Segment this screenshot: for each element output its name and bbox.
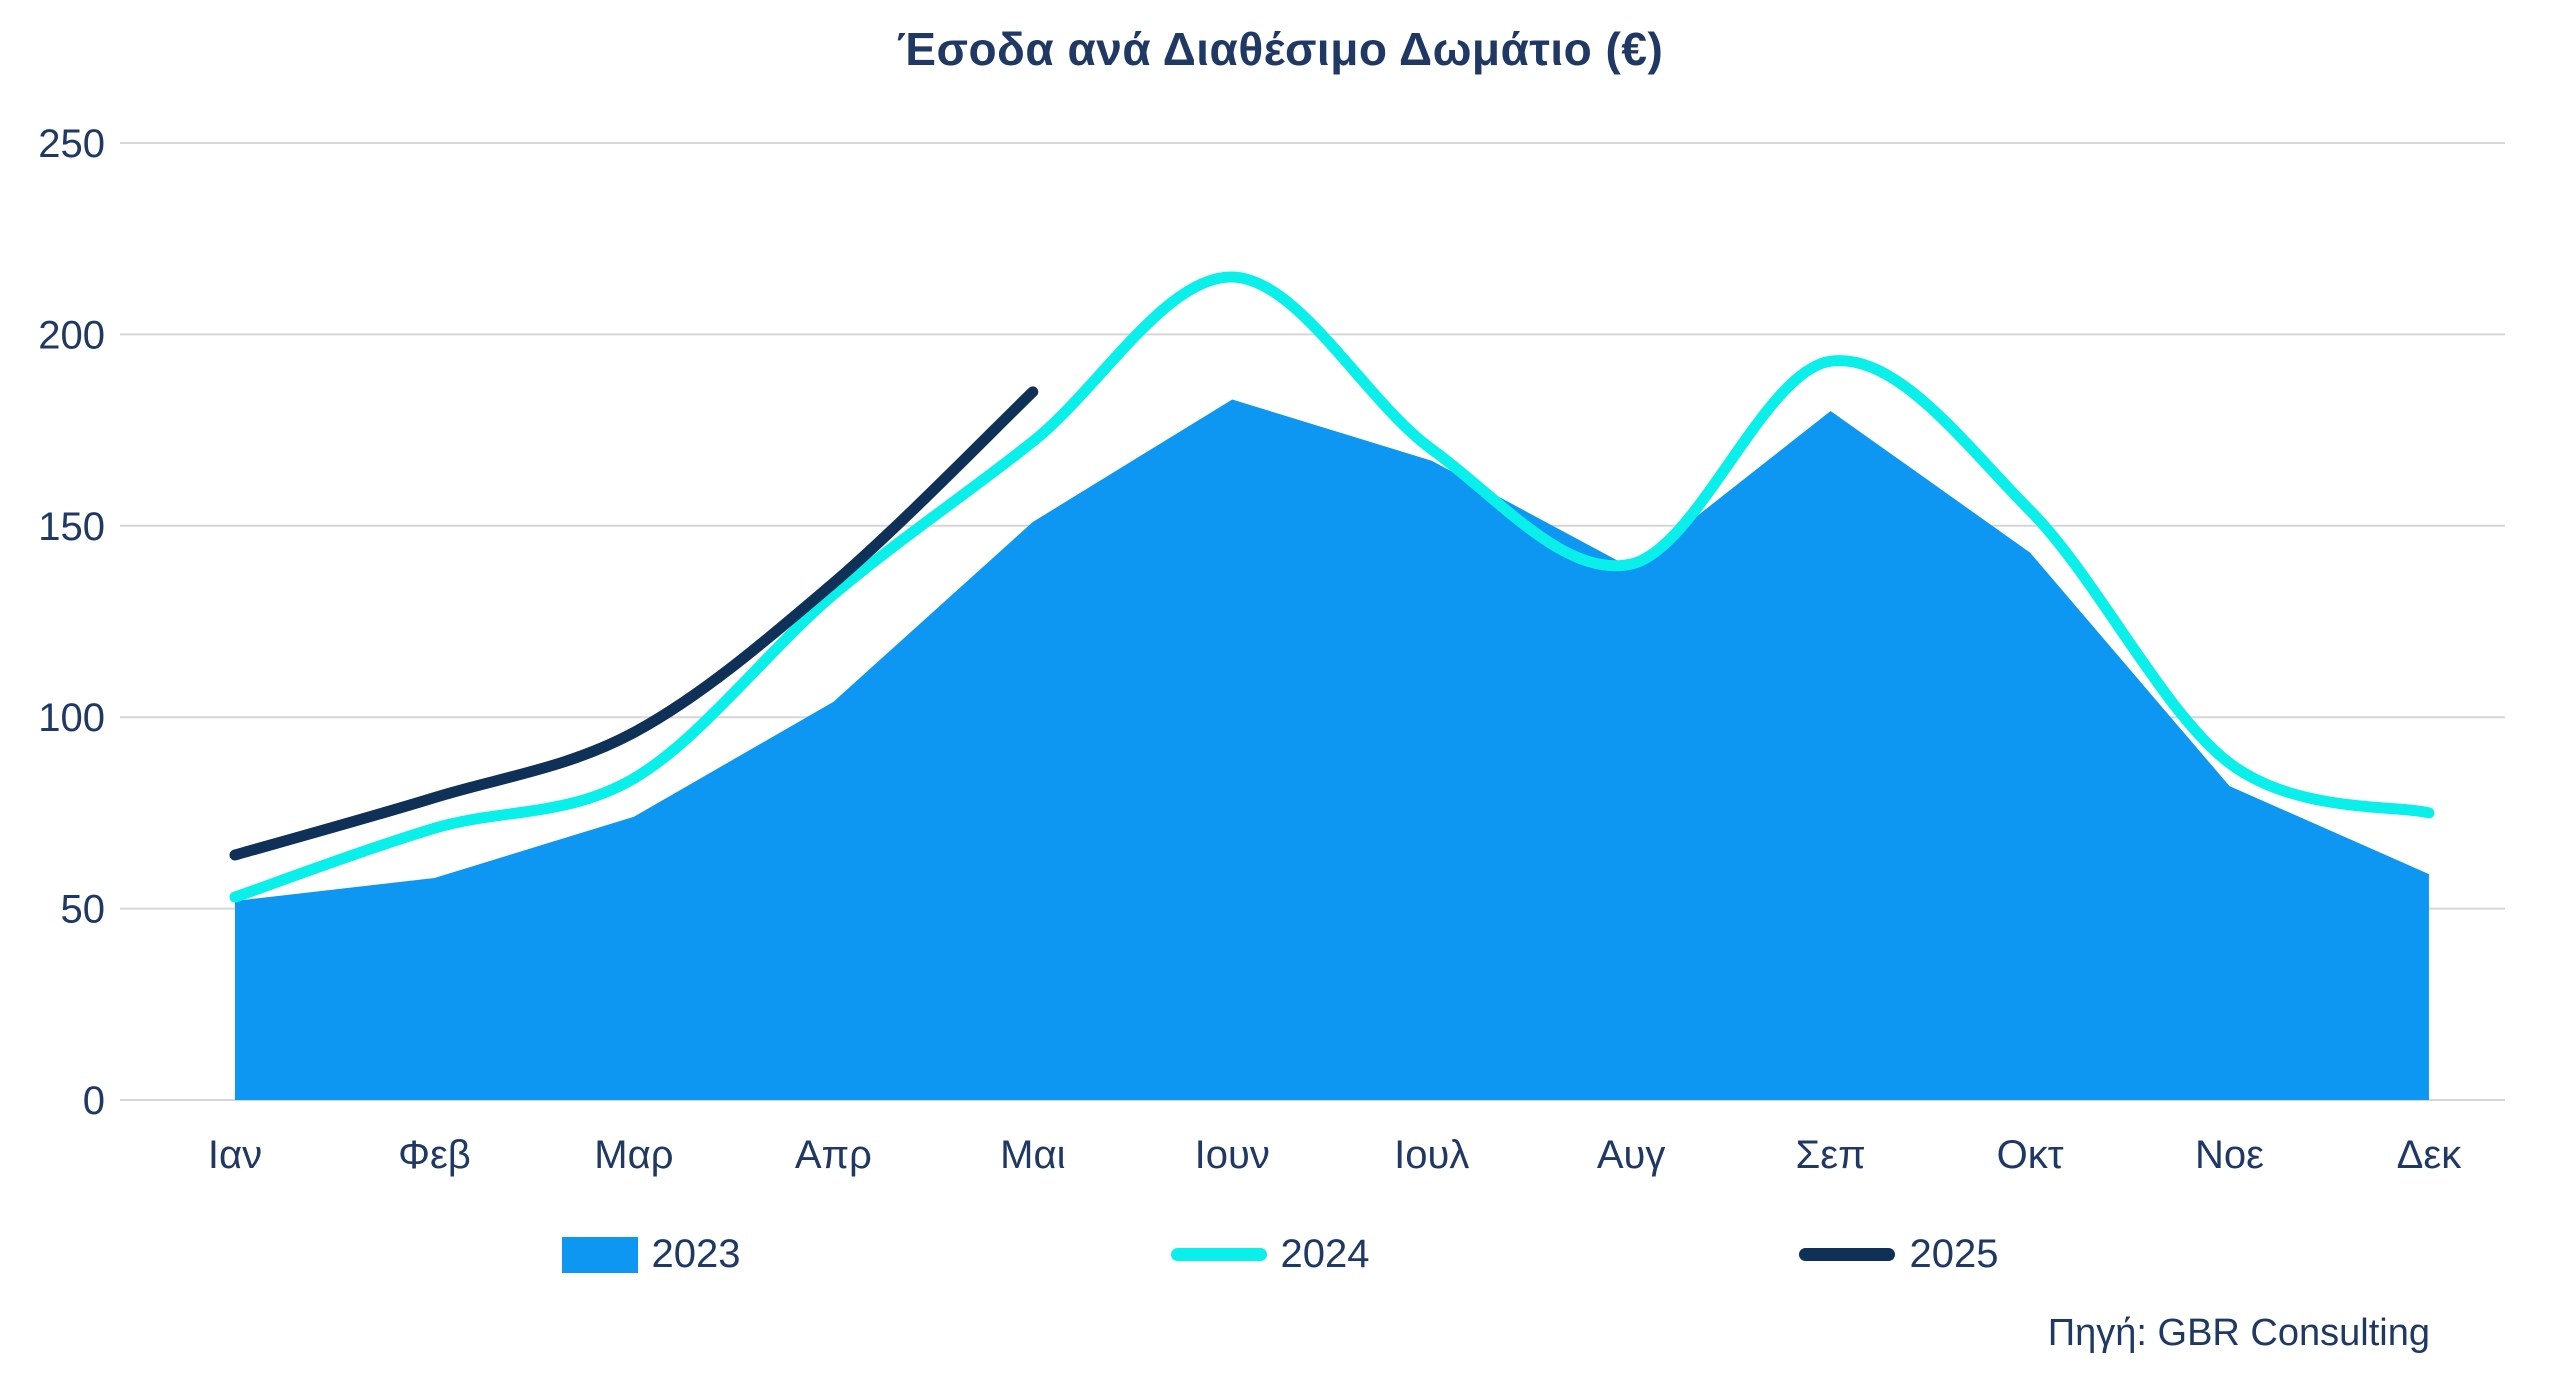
x-tick-label-Ιαν: Ιαν (208, 1133, 262, 1177)
y-tick-label-50: 50 (61, 888, 106, 932)
x-tick-label-Δεκ: Δεκ (2397, 1133, 2463, 1177)
legend-label-2025: 2025 (1909, 1232, 1999, 1276)
y-tick-label-150: 150 (38, 505, 105, 549)
x-tick-label-Αυγ: Αυγ (1597, 1133, 1666, 1177)
x-tick-label-Οκτ: Οκτ (1997, 1133, 2064, 1177)
x-tick-label-Σεπ: Σεπ (1796, 1133, 1866, 1177)
legend-item-2025: 2025 (1799, 1232, 1998, 1277)
y-tick-label-250: 250 (38, 122, 105, 166)
legend: 2023 2024 2025 (0, 1232, 2560, 1277)
series-line-2024 (229, 271, 2435, 903)
x-tick-label-Απρ: Απρ (795, 1133, 872, 1177)
source-note: Πηγή: GBR Consulting (2047, 1312, 2430, 1354)
y-tick-label-0: 0 (83, 1079, 105, 1123)
x-tick-label-Ιουν: Ιουν (1195, 1133, 1270, 1177)
x-tick-label-Φεβ: Φεβ (398, 1133, 471, 1177)
legend-swatch-2023-area (561, 1236, 638, 1273)
legend-swatch-2024-line (1170, 1248, 1267, 1261)
y-tick-label-200: 200 (38, 313, 105, 357)
legend-item-2024: 2024 (1170, 1232, 1370, 1277)
legend-label-2023: 2023 (651, 1232, 741, 1276)
y-tick-label-100: 100 (38, 696, 105, 740)
legend-swatch-2025-line (1799, 1248, 1896, 1261)
series-line-2025 (229, 386, 1039, 861)
chart-title: Έσοδα ανά Διαθέσιμο Δωμάτιο (€) (896, 23, 1664, 75)
series-area-2023 (235, 399, 2429, 1100)
legend-item-2023: 2023 (561, 1232, 741, 1277)
legend-label-2024: 2024 (1280, 1232, 1370, 1276)
x-tick-label-Ιουλ: Ιουλ (1394, 1133, 1469, 1177)
x-tick-label-Μαρ: Μαρ (594, 1133, 673, 1177)
x-tick-label-Μαι: Μαι (1000, 1133, 1065, 1177)
x-tick-label-Νοε: Νοε (2195, 1133, 2264, 1177)
